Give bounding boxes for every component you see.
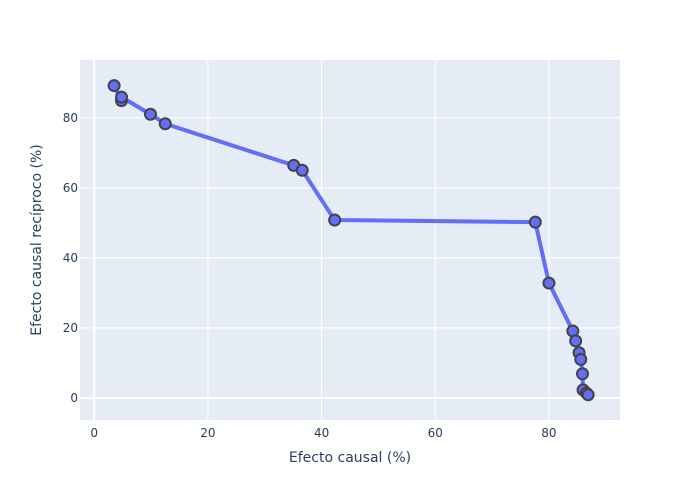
data-point: [295, 163, 309, 177]
data-point: [542, 276, 556, 290]
y-tick-label: 60: [63, 181, 78, 195]
x-tick-labels: 0 20 40 60 80: [90, 426, 556, 440]
data-point: [328, 213, 342, 227]
x-tick-label: 40: [314, 426, 329, 440]
data-point: [569, 334, 583, 348]
data-point: [114, 90, 128, 104]
y-tick-labels: 0 20 40 60 80: [63, 111, 78, 405]
x-tick-label: 20: [200, 426, 215, 440]
data-point: [107, 79, 121, 93]
y-axis-title: Efecto causal recíproco (%): [29, 144, 45, 335]
data-point: [581, 388, 595, 402]
x-tick-label: 60: [428, 426, 443, 440]
data-point: [575, 367, 589, 381]
marker-layer: [107, 79, 595, 402]
y-tick-label: 40: [63, 251, 78, 265]
x-tick-label: 0: [90, 426, 98, 440]
y-tick-label: 0: [70, 391, 78, 405]
data-point: [158, 117, 172, 131]
grid-layer: [80, 60, 620, 420]
data-point: [574, 352, 588, 366]
data-point: [143, 107, 157, 121]
data-point: [528, 215, 542, 229]
y-tick-label: 80: [63, 111, 78, 125]
y-tick-label: 20: [63, 321, 78, 335]
x-tick-label: 80: [541, 426, 556, 440]
x-axis-title: Efecto causal (%): [289, 450, 411, 466]
